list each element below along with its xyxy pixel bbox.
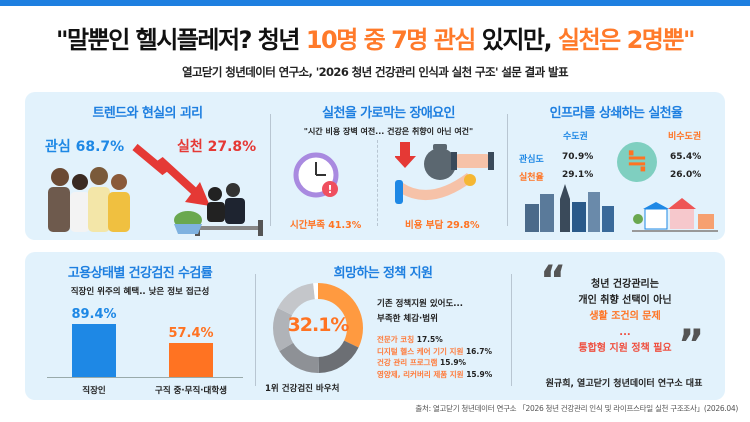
policy-lead-2: 부족한 체감·범위 bbox=[377, 314, 438, 324]
clock-icon: ! bbox=[293, 152, 339, 198]
noncapital-practice: 26.0% bbox=[670, 170, 702, 180]
policy-item: 영양제, 리커버리 제품 지원 15.9% bbox=[377, 369, 492, 381]
young-people-illustration bbox=[48, 167, 130, 232]
gap-title: 트렌드와 현실의 괴리 bbox=[92, 106, 203, 121]
donut-top-label: 1위 건강검진 바우처 bbox=[265, 384, 340, 394]
quote-author: 원규희, 열고닫기 청년데이터 연구소 대표 bbox=[545, 379, 703, 389]
policy-lead-1: 기존 정책지원 있어도... bbox=[377, 299, 463, 309]
row-interest: 관심도 bbox=[519, 155, 544, 165]
bar-category-label: 구직 중·무직·대학생 bbox=[155, 386, 227, 396]
open-quote-icon: “ bbox=[540, 258, 567, 304]
barriers-quote: "시간 비용 장벽 여전... 건강은 취향이 아닌 여건" bbox=[303, 127, 474, 136]
policy-list: 전문가 코칭 17.5% 디지털 헬스 케어 기기 지원 16.7% 건강 관리 프… bbox=[377, 334, 492, 380]
time-barrier: 시간부족 41.3% bbox=[290, 220, 362, 231]
policy-item-label: 영양제, 리커버리 제품 지원 bbox=[377, 369, 464, 379]
top-panel: 트렌드와 현실의 괴리 관심 68.7% 실천 27.8% 실천을 가로막는 장… bbox=[25, 92, 725, 240]
policy-item-label: 디지털 헬스 케어 기기 지원 bbox=[377, 346, 464, 356]
policy-item: 전문가 코칭 17.5% bbox=[377, 334, 492, 346]
fitness-illustration bbox=[174, 183, 263, 236]
source-note: 출처: 열고닫기 청년데이터 연구소 「2026 청년 건강관리 인식 및 라이… bbox=[415, 404, 738, 413]
policy-item-label: 전문가 코칭 bbox=[377, 335, 415, 344]
down-arrow-icon bbox=[132, 143, 198, 195]
page-subtitle: 열고닫기 청년데이터 연구소, '2026 청년 건강관리 인식과 실천 구조'… bbox=[181, 65, 569, 79]
policy-item: 건강 관리 프로그램 15.9% bbox=[377, 357, 492, 369]
down-arrow-icon bbox=[395, 142, 416, 168]
bar-value-label: 57.4% bbox=[168, 325, 214, 341]
policy-item-value: 17.5% bbox=[416, 335, 443, 344]
policy-title: 희망하는 정책 지원 bbox=[333, 266, 433, 281]
quote-highlight: 생활 조건의 문제 bbox=[589, 311, 661, 322]
policy-item-label: 건강 관리 프로그램 bbox=[377, 358, 438, 367]
col-noncapital: 비수도권 bbox=[668, 132, 702, 142]
quote-text: 청년 건강관리는 개인 취향 선택이 아닌 생활 조건의 문제 ... 통합형 … bbox=[525, 277, 725, 357]
policy-donut-chart bbox=[273, 283, 363, 373]
divider bbox=[270, 114, 271, 226]
divider bbox=[255, 274, 256, 386]
col-capital: 수도권 bbox=[563, 132, 588, 142]
bar bbox=[169, 342, 213, 377]
barriers-title: 실천을 가로막는 장애요인 bbox=[322, 106, 455, 121]
cost-illustration bbox=[395, 142, 494, 204]
page-title: "말뿐인 헬시플레저? 청년 10명 중 7명 관심 있지만, 실천은 2명뿐" bbox=[56, 26, 695, 54]
infra-title: 인프라를 상쇄하는 실천율 bbox=[549, 106, 683, 121]
row-practice: 실천율 bbox=[519, 173, 544, 183]
policy-item-value: 15.9% bbox=[466, 369, 493, 379]
policy-item-value: 16.7% bbox=[465, 346, 492, 356]
gap-illustration bbox=[48, 143, 263, 236]
capital-interest: 70.9% bbox=[562, 152, 594, 162]
bar-category-label: 직장인 bbox=[82, 386, 106, 396]
bar-value-label: 89.4% bbox=[71, 306, 117, 322]
divider bbox=[507, 114, 508, 226]
quote-dots: ... bbox=[619, 327, 631, 338]
quote-highlight: 통합형 지원 정책 필요 bbox=[578, 343, 672, 354]
practice-stat: 실천 27.8% bbox=[177, 139, 257, 155]
top-accent-bar bbox=[0, 0, 750, 6]
noncapital-interest: 65.4% bbox=[670, 152, 702, 162]
interest-stat: 관심 68.7% bbox=[45, 139, 125, 155]
donut-center-value: 32.1% bbox=[287, 314, 350, 336]
city-illustration bbox=[525, 184, 718, 232]
checkup-bar-chart: 89.4% 직장인 57.4% 구직 중·무직·대학생 bbox=[47, 302, 243, 396]
checkup-title: 고용상태별 건강검진 수검률 bbox=[67, 266, 213, 281]
donut-segment bbox=[273, 283, 363, 373]
quote-line: 청년 건강관리는 bbox=[591, 279, 659, 290]
quote-line: 개인 취향 선택이 아닌 bbox=[578, 295, 672, 306]
donut-segment bbox=[273, 283, 363, 373]
bottom-panel: 고용상태별 건강검진 수검률 직장인 위주의 혜택.. 낮은 정보 접근성 89… bbox=[25, 252, 725, 400]
policy-item: 디지털 헬스 케어 기기 지원 16.7% bbox=[377, 346, 492, 358]
policy-item-value: 15.9% bbox=[440, 358, 467, 367]
approx-equal-icon: ≒ bbox=[617, 142, 657, 182]
checkup-subtitle: 직장인 위주의 혜택.. 낮은 정보 접근성 bbox=[70, 287, 210, 297]
close-quote-icon: ” bbox=[678, 322, 705, 368]
cost-barrier: 비용 부담 29.8% bbox=[405, 220, 480, 231]
bar bbox=[72, 323, 116, 377]
dashed-divider bbox=[377, 140, 378, 226]
capital-practice: 29.1% bbox=[562, 170, 594, 180]
svg-text:!: ! bbox=[327, 183, 332, 196]
donut-segment bbox=[273, 283, 363, 373]
divider bbox=[511, 274, 512, 386]
